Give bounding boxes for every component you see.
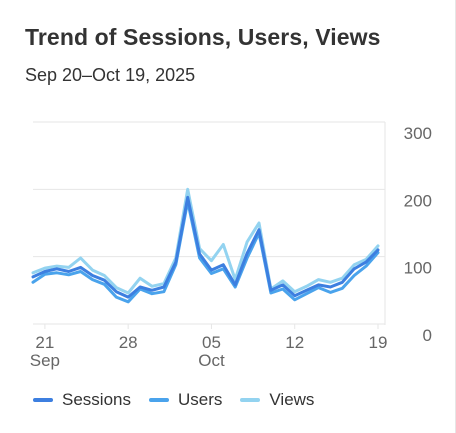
legend-swatch xyxy=(33,398,53,402)
x-tick-label: 19 xyxy=(369,333,388,352)
legend-label: Sessions xyxy=(62,390,131,409)
y-tick-label: 0 xyxy=(423,326,432,345)
y-tick-label: 200 xyxy=(404,191,432,210)
legend-label: Views xyxy=(269,390,315,409)
x-tick-sublabel: Sep xyxy=(30,351,60,370)
y-tick-label: 100 xyxy=(404,259,432,278)
legend-swatch xyxy=(240,398,261,402)
x-tick-label: 28 xyxy=(119,333,138,352)
y-axis: 0 100 200 300 xyxy=(404,124,432,345)
x-tick-label: 21 xyxy=(35,333,54,352)
chart-legend: Sessions Users Views xyxy=(33,390,314,410)
series-line-views xyxy=(31,187,380,295)
legend-item-sessions[interactable]: Sessions xyxy=(33,390,131,410)
x-tick-sublabel: Oct xyxy=(198,351,225,370)
date-range-subtitle: Sep 20–Oct 19, 2025 xyxy=(25,65,196,85)
legend-label: Users xyxy=(177,390,223,409)
grid-lines xyxy=(33,121,386,325)
series-line-sessions xyxy=(31,195,380,299)
x-tick-label: 05 xyxy=(202,333,221,352)
x-tick-label: 12 xyxy=(285,333,304,352)
legend-item-users[interactable]: Users xyxy=(148,390,223,410)
chart-title: Trend of Sessions, Users, Views xyxy=(25,24,381,50)
series-line-users xyxy=(31,200,380,304)
legend-swatch xyxy=(148,398,169,402)
legend-item-views[interactable]: Views xyxy=(240,390,314,410)
y-tick-label: 300 xyxy=(404,124,432,143)
series-lines xyxy=(31,187,380,304)
